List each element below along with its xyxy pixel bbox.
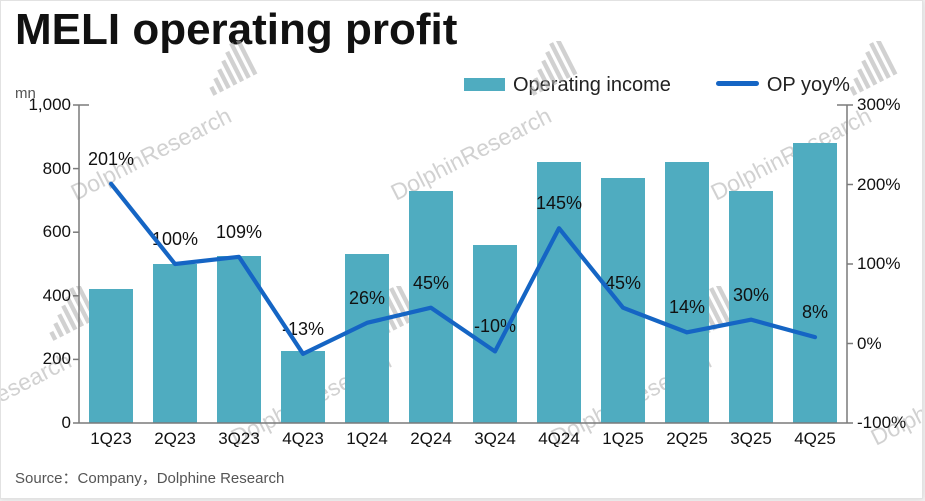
svg-text:DolphinResearch: DolphinResearch <box>866 347 923 450</box>
